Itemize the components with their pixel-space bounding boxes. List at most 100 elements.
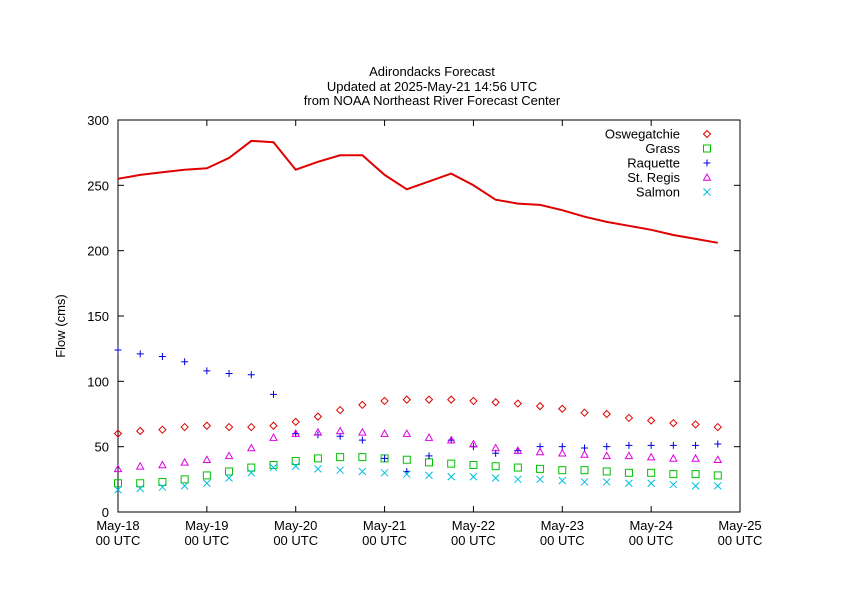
st-regis-point <box>424 432 434 441</box>
salmon-point <box>514 475 522 484</box>
salmon-point <box>336 466 344 475</box>
oswegatchie-point <box>136 426 145 436</box>
raquette-point <box>158 353 166 361</box>
oswegatchie-point <box>402 395 411 404</box>
oswegatchie-point <box>424 395 434 404</box>
st-regis-point <box>669 453 678 462</box>
raquette-point <box>625 441 633 449</box>
salmon-point <box>713 482 722 490</box>
chart-title: Adirondacks Forecast Updated at 2025-May… <box>304 64 561 108</box>
salmon-point <box>114 485 122 494</box>
salmon-point <box>158 483 167 492</box>
grass-point <box>513 463 522 472</box>
x-tick-label-date: May-20 <box>274 518 317 533</box>
raquette-point <box>270 390 277 398</box>
salmon-point <box>647 479 655 488</box>
legend-label-grass: Grass <box>645 141 680 156</box>
oswegatchie-point <box>180 422 189 432</box>
oswegatchie-point <box>224 422 234 432</box>
x-tick-label-date: May-24 <box>629 518 672 533</box>
oswegatchie-point <box>313 412 323 421</box>
oswegatchie-point <box>713 422 722 432</box>
oswegatchie-point <box>269 421 278 430</box>
salmon-point <box>314 465 322 473</box>
grass-point <box>713 471 722 480</box>
oswegatchie-point <box>602 409 611 419</box>
st-regis-point <box>113 464 123 473</box>
st-regis-point <box>335 426 345 435</box>
st-regis-point <box>402 429 412 437</box>
salmon-point <box>491 474 500 482</box>
raquette-point <box>114 346 122 354</box>
oswegatchie-point <box>447 395 456 404</box>
st-regis-point <box>446 435 456 444</box>
st-regis-point <box>469 439 478 448</box>
st-regis-point <box>624 451 634 460</box>
legend-label-oswegatchie: Oswegatchie <box>605 127 680 142</box>
data-points <box>113 346 723 494</box>
salmon-point <box>402 470 411 478</box>
salmon-point <box>291 462 300 471</box>
grass-point <box>536 464 545 473</box>
y-tick-label: 250 <box>87 178 109 193</box>
st-regis-point <box>358 427 367 436</box>
x-tick-label-time: 00 UTC <box>540 533 585 548</box>
y-tick-label: 150 <box>87 309 109 324</box>
raquette-point <box>181 358 189 366</box>
st-regis-point <box>491 443 500 452</box>
grass-point <box>691 470 700 479</box>
grass-point <box>647 468 656 477</box>
st-regis-point <box>602 451 612 460</box>
title-line-2: Updated at 2025-May-21 14:56 UTC <box>327 79 537 94</box>
grass-point <box>202 471 211 480</box>
x-tick-label-date: May-18 <box>96 518 139 533</box>
salmon-point <box>380 468 389 477</box>
x-tick-label-date: May-25 <box>718 518 761 533</box>
raquette-point <box>714 440 722 448</box>
legend-marker-salmon <box>703 188 711 196</box>
oswegatchie-point <box>691 420 700 429</box>
x-tick-label-date: May-23 <box>541 518 584 533</box>
grass-point <box>669 470 678 479</box>
grass-point <box>180 475 189 484</box>
legend-label-salmon: Salmon <box>636 185 680 200</box>
oswegatchie-point <box>513 399 523 408</box>
title-line-1: Adirondacks Forecast <box>369 64 495 79</box>
grass-point <box>402 455 411 464</box>
raquette-point <box>603 443 611 451</box>
oswegatchie-point <box>113 429 123 438</box>
oswegatchie-point <box>158 425 167 434</box>
oswegatchie-point <box>535 401 545 411</box>
raquette-point <box>692 441 700 449</box>
raquette-point <box>425 452 433 460</box>
salmon-point <box>180 482 189 490</box>
oswegatchie-point <box>358 400 367 410</box>
salmon-point <box>358 467 367 476</box>
st-regis-point <box>535 447 545 456</box>
grass-point <box>225 467 234 476</box>
grass-point <box>580 466 589 475</box>
x-tick-label-time: 00 UTC <box>273 533 318 548</box>
y-tick-label: 50 <box>95 440 109 455</box>
forecast-line <box>117 139 718 244</box>
st-regis-point <box>224 451 234 460</box>
x-tick-label-time: 00 UTC <box>96 533 141 548</box>
x-tick-label-time: 00 UTC <box>718 533 763 548</box>
legend-marker-oswegatchie <box>702 129 712 139</box>
st-regis-point <box>513 446 523 454</box>
grass-point <box>114 479 122 488</box>
st-regis-point <box>291 429 301 437</box>
x-tick-label-time: 00 UTC <box>362 533 407 548</box>
grass-point <box>313 454 322 463</box>
salmon-point <box>425 471 433 480</box>
legend-marker-grass <box>703 144 711 153</box>
salmon-point <box>580 478 589 486</box>
raquette-point <box>203 367 211 375</box>
oswegatchie-forecast-line <box>117 139 718 244</box>
oswegatchie-point <box>624 413 634 423</box>
y-tick-label: 100 <box>87 374 109 389</box>
x-tick-label-date: May-19 <box>185 518 228 533</box>
oswegatchie-point <box>202 421 212 430</box>
legend-marker-st-regis <box>702 172 712 181</box>
